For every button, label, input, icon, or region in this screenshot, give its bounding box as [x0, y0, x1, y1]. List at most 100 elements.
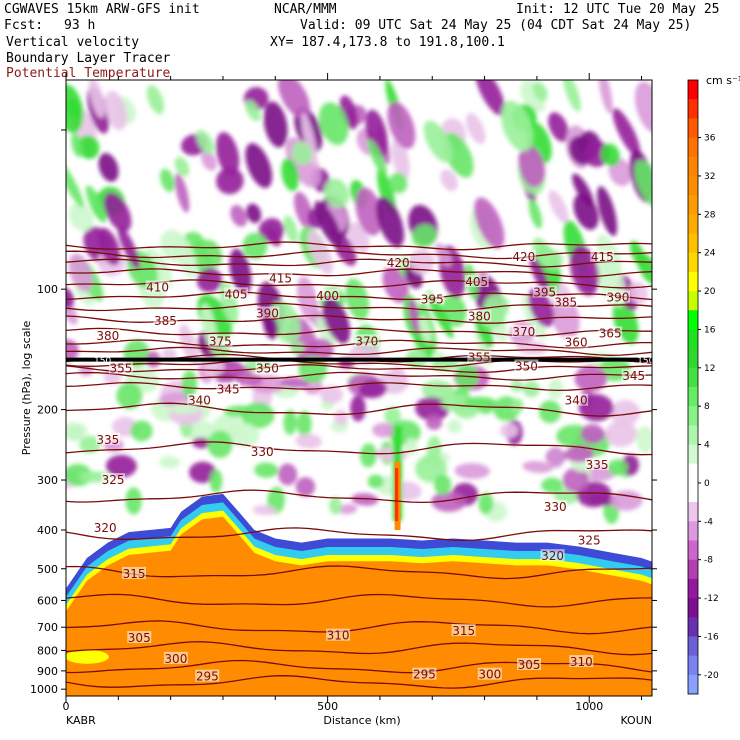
theta-label: 305 — [128, 631, 151, 645]
theta-contour-330 — [66, 489, 652, 504]
colorbar-tick-label: 24 — [704, 249, 716, 259]
colorbar-swatch — [688, 99, 698, 119]
vertical-velocity-cell — [159, 455, 181, 469]
colorbar-tick-label: -12 — [704, 594, 719, 604]
axes: 100 200 300 400 500 600 700 800 900 1000 0 500 1000 — [30, 73, 657, 713]
colorbar-tick-label: -4 — [704, 517, 713, 527]
vertical-velocity-cell — [297, 276, 319, 323]
vertical-velocity-cell — [474, 197, 505, 249]
theta-label: 420 — [387, 256, 410, 270]
vertical-velocity-cell — [351, 493, 379, 506]
theta-label-bg — [467, 309, 492, 322]
theta-label: 420 — [512, 250, 535, 264]
vertical-velocity-cell — [475, 80, 506, 116]
vertical-velocity-cell — [77, 135, 100, 160]
theta-label-bg — [354, 334, 379, 347]
vertical-velocity-cell — [522, 461, 554, 473]
vertical-velocity-cell — [85, 185, 107, 223]
plot-frame — [65, 79, 653, 697]
vertical-velocity-cell — [252, 505, 277, 516]
vertical-velocity-cell — [538, 400, 562, 424]
field-potential-temperature: Potential Temperature — [6, 66, 171, 81]
y-tick-label: 600 — [37, 594, 58, 607]
vertical-velocity-cell — [117, 225, 140, 270]
colorbar-tick-label: 4 — [704, 441, 710, 451]
vertical-velocity-cell — [307, 338, 334, 361]
plot-area: 295 295 300 300 305 305 310 310 315 315 320 320 325 3… — [65, 79, 654, 697]
theta-label-bg — [326, 628, 351, 641]
vertical-velocity-cell — [501, 100, 533, 152]
theta-label: 410 — [146, 280, 169, 294]
colorbar-tick-label: -8 — [704, 556, 713, 566]
theta-label-bg — [95, 329, 120, 342]
vertical-velocity-cell — [443, 132, 474, 178]
vertical-velocity-cell — [315, 316, 336, 348]
theta-label-bg — [122, 566, 147, 579]
vertical-velocity-cell — [328, 496, 342, 515]
theta-label: 355 — [109, 362, 132, 376]
vertical-velocity-cell — [563, 80, 581, 112]
vertical-velocity-cell — [283, 215, 298, 243]
vertical-velocity-cell — [350, 395, 366, 422]
colorbar-tick-label: -20 — [704, 671, 719, 681]
theta-label-bg — [127, 631, 152, 644]
theta-label-bg — [95, 432, 120, 445]
y-tick-label: 900 — [37, 665, 58, 678]
potential-temperature-labels: 295 295 300 300 305 305 310 310 315 315 320 320 325 3… — [93, 250, 654, 684]
x-tick-label: 500 — [317, 700, 338, 713]
vertical-velocity-cell — [283, 409, 298, 435]
vertical-velocity-cell — [587, 492, 618, 506]
colorbar-swatch — [688, 233, 698, 254]
theta-label: 315 — [452, 624, 475, 638]
vertical-velocity-cell — [465, 113, 486, 145]
vertical-velocity-cell — [371, 422, 397, 438]
theta-label: 330 — [544, 500, 567, 514]
theta-label-bg — [216, 382, 241, 395]
theta-label-bg — [412, 667, 437, 680]
theta-label: 345 — [217, 382, 240, 396]
colorbar-swatch — [688, 444, 698, 465]
vertical-velocity-cell — [367, 474, 384, 489]
vertical-velocity-cell — [192, 437, 211, 449]
theta-label: 360 — [565, 336, 588, 350]
vertical-velocity-cell — [216, 167, 244, 195]
vertical-velocity-cell — [289, 341, 305, 355]
theta-label: 415 — [591, 250, 614, 264]
vertical-velocity-cell — [547, 446, 565, 469]
vertical-velocity-cell — [174, 156, 190, 177]
organization-label: NCAR/MMM — [274, 2, 337, 17]
colorbar-tick-label: 0 — [704, 479, 710, 489]
colorbar-swatch — [688, 80, 698, 100]
theta-contour-295 — [66, 675, 652, 689]
theta-label: 295 — [196, 670, 219, 684]
vertical-velocity-cell — [358, 379, 388, 399]
colorbar-tick-label: 32 — [704, 172, 715, 182]
y-tick-label: 100 — [37, 283, 58, 296]
thick-line-label: 150 — [637, 357, 654, 367]
field-boundary-layer-tracer: Boundary Layer Tracer — [6, 51, 171, 66]
theta-label: 385 — [154, 314, 177, 328]
theta-label-bg — [250, 444, 275, 457]
theta-label: 415 — [269, 271, 292, 285]
vertical-velocity-cell — [199, 239, 223, 268]
theta-label-bg — [255, 361, 280, 374]
vertical-velocity-cell — [387, 101, 416, 149]
vertical-velocity-cell — [245, 100, 261, 122]
init-time: Init: 12 UTC Tue 20 May 25 — [516, 2, 720, 17]
vertical-velocity-cell — [528, 288, 555, 327]
theta-label: 320 — [541, 549, 564, 563]
x-tick-label: 1000 — [575, 700, 603, 713]
vertical-velocity-cell — [181, 370, 198, 399]
vertical-velocity-cell — [319, 385, 344, 404]
vertical-velocity-cell — [301, 112, 318, 167]
tracer-plume-core — [395, 468, 399, 522]
theta-label-bg — [195, 669, 220, 682]
theta-label-bg — [208, 334, 233, 347]
theta-label: 310 — [327, 629, 350, 643]
theta-label-bg — [153, 313, 178, 326]
colorbar-swatch — [688, 137, 698, 158]
vertical-velocity-cell — [297, 410, 312, 438]
theta-contour-410 — [66, 258, 652, 268]
colorbar-swatch — [688, 425, 698, 446]
